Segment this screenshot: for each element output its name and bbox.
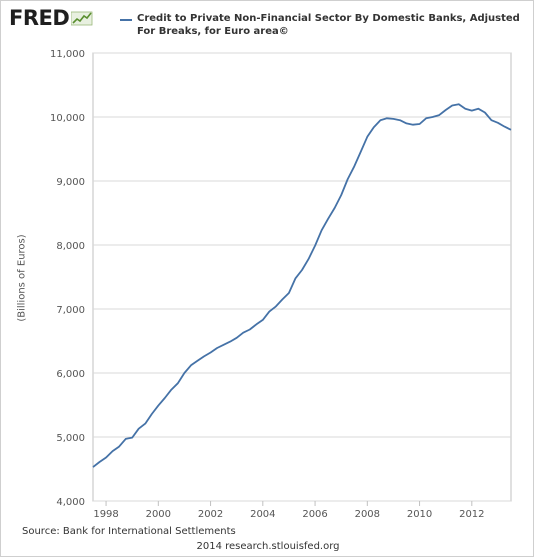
y-tick-label: 6,000 <box>56 369 85 380</box>
y-tick-label: 11,000 <box>50 49 85 60</box>
credit-note: 2014 research.stlouisfed.org <box>196 541 340 552</box>
x-tick-label: 2000 <box>146 509 171 520</box>
x-tick-label: 2002 <box>198 509 223 520</box>
x-tick-label: 2012 <box>459 509 484 520</box>
y-tick-label: 7,000 <box>56 305 85 316</box>
source-note: Source: Bank for International Settlemen… <box>22 526 236 537</box>
legend-swatch <box>120 19 132 21</box>
x-tick-label: 2004 <box>250 509 275 520</box>
trend-line-icon <box>71 11 93 26</box>
x-tick-label: 2008 <box>355 509 380 520</box>
y-tick-label: 4,000 <box>56 497 85 508</box>
x-tick-label: 2010 <box>407 509 432 520</box>
series-line <box>92 103 512 468</box>
legend-label-line2: For Breaks, for Euro area© <box>137 26 289 37</box>
legend-label: Credit to Private Non-Financial Sector B… <box>137 12 520 38</box>
x-tick-label: 2006 <box>302 509 327 520</box>
fred-logo[interactable]: FRED <box>9 6 93 30</box>
x-tick-label: 1998 <box>93 509 118 520</box>
legend: Credit to Private Non-Financial Sector B… <box>120 12 520 38</box>
logo-text: FRED <box>9 6 70 30</box>
y-tick-label: 10,000 <box>50 113 85 124</box>
y-tick-label: 8,000 <box>56 241 85 252</box>
y-tick-label: 5,000 <box>56 433 85 444</box>
legend-label-line1: Credit to Private Non-Financial Sector B… <box>137 13 520 24</box>
plot-area <box>92 52 512 502</box>
y-tick-label: 9,000 <box>56 177 85 188</box>
